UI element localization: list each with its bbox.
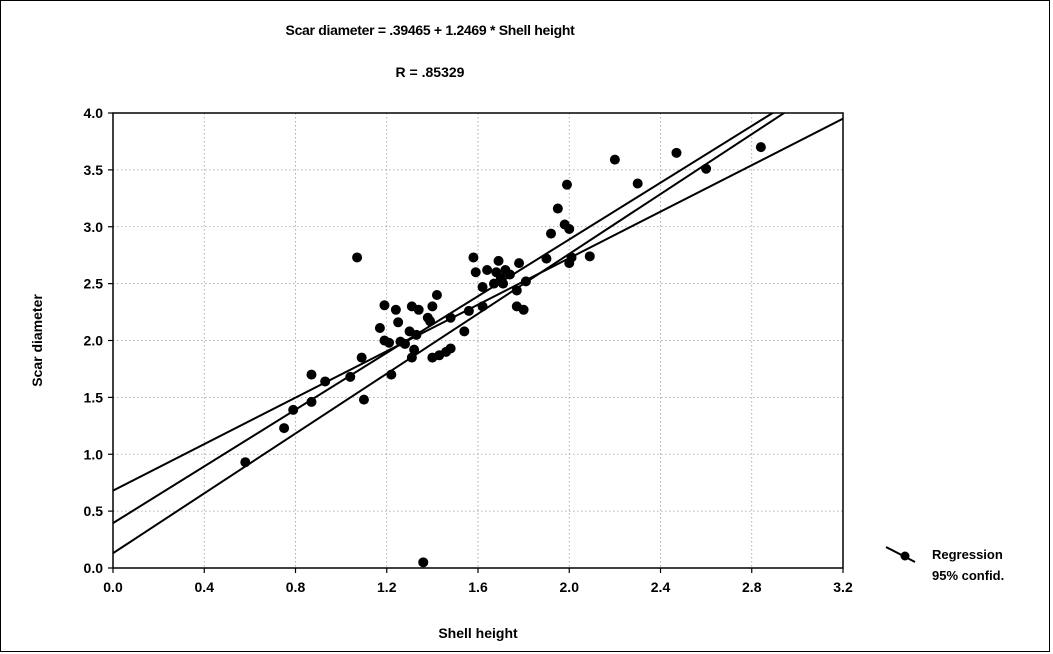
x-tick-label: 0.8 xyxy=(286,579,306,595)
data-point xyxy=(431,290,442,300)
data-point xyxy=(425,316,436,327)
y-axis-ticks: 0.0 0.5 1.0 1.5 2.0 2.5 3.0 3.5 4.0 xyxy=(84,105,113,576)
data-point xyxy=(418,557,429,568)
data-points xyxy=(240,142,766,568)
data-point xyxy=(518,304,529,315)
chart-subtitle: R = .85329 xyxy=(395,64,465,80)
x-tick-label: 0.4 xyxy=(195,579,215,595)
data-point xyxy=(358,394,369,405)
y-tick-label: 3.5 xyxy=(84,162,104,178)
y-tick-label: 3.0 xyxy=(84,219,104,235)
x-tick-label: 1.2 xyxy=(377,579,397,595)
data-point xyxy=(356,352,367,363)
data-point xyxy=(671,147,682,158)
chart-title: Scar diameter = .39465 + 1.2469 * Shell … xyxy=(285,22,575,38)
data-point xyxy=(514,258,525,269)
data-point xyxy=(384,337,395,348)
data-point xyxy=(390,304,401,315)
data-point xyxy=(468,252,479,263)
data-point xyxy=(345,371,356,382)
data-point xyxy=(504,269,515,280)
data-point xyxy=(320,376,331,387)
data-point xyxy=(470,267,481,278)
data-point xyxy=(632,178,643,189)
y-axis-title: Scar diameter xyxy=(29,294,45,387)
y-tick-label: 0.5 xyxy=(84,503,104,519)
confidence-lower-line xyxy=(113,113,786,555)
data-point xyxy=(584,251,595,262)
data-point xyxy=(409,344,420,355)
x-tick-label: 0.0 xyxy=(103,579,123,595)
regression-line xyxy=(113,113,775,524)
data-point xyxy=(561,179,572,190)
data-point xyxy=(445,312,456,323)
data-point xyxy=(379,300,390,311)
data-point xyxy=(609,154,620,165)
data-point xyxy=(482,264,493,275)
data-point xyxy=(400,338,410,349)
data-point xyxy=(279,423,290,434)
data-point xyxy=(701,163,712,174)
data-point xyxy=(374,322,385,333)
data-point xyxy=(352,252,363,263)
data-point xyxy=(288,404,299,415)
data-point xyxy=(306,369,317,380)
x-tick-label: 1.6 xyxy=(468,579,488,595)
data-point xyxy=(511,285,522,296)
y-tick-label: 2.0 xyxy=(84,333,104,349)
y-tick-label: 1.0 xyxy=(84,446,104,462)
x-axis-ticks: 0.0 0.4 0.8 1.2 1.6 2.0 2.4 2.8 3.2 xyxy=(103,568,853,595)
data-point xyxy=(520,276,531,287)
data-point xyxy=(488,278,499,289)
legend-confidence-label: 95% confid. xyxy=(932,568,1004,583)
data-point xyxy=(546,228,556,239)
data-point xyxy=(552,203,563,214)
legend: Regression 95% confid. xyxy=(885,546,1004,583)
data-point xyxy=(541,253,552,264)
data-point xyxy=(427,301,438,312)
data-point xyxy=(445,343,456,354)
data-point xyxy=(406,352,417,363)
data-point xyxy=(240,457,251,468)
y-tick-label: 0.0 xyxy=(84,560,104,576)
data-point xyxy=(755,142,766,153)
data-point xyxy=(411,329,422,340)
y-tick-label: 2.5 xyxy=(84,276,104,292)
legend-point-icon xyxy=(900,551,910,561)
y-tick-label: 1.5 xyxy=(84,389,104,405)
grid-lines xyxy=(113,113,843,568)
data-point xyxy=(566,252,577,263)
y-tick-label: 4.0 xyxy=(84,105,104,121)
legend-regression-label: Regression xyxy=(932,547,1003,562)
data-point xyxy=(493,255,504,266)
data-point xyxy=(498,278,509,289)
data-point xyxy=(459,326,470,337)
x-axis-title: Shell height xyxy=(438,625,518,641)
data-point xyxy=(386,369,397,380)
x-tick-label: 2.0 xyxy=(560,579,580,595)
data-point xyxy=(477,301,488,312)
data-point xyxy=(463,305,474,316)
data-point xyxy=(477,282,488,293)
data-point xyxy=(306,396,317,407)
data-point xyxy=(393,317,404,328)
x-tick-label: 2.8 xyxy=(742,579,762,595)
x-tick-label: 3.2 xyxy=(833,579,853,595)
data-point xyxy=(413,304,424,315)
x-tick-label: 2.4 xyxy=(651,579,671,595)
data-point xyxy=(564,224,575,235)
legend-regression-line-icon xyxy=(885,546,916,563)
